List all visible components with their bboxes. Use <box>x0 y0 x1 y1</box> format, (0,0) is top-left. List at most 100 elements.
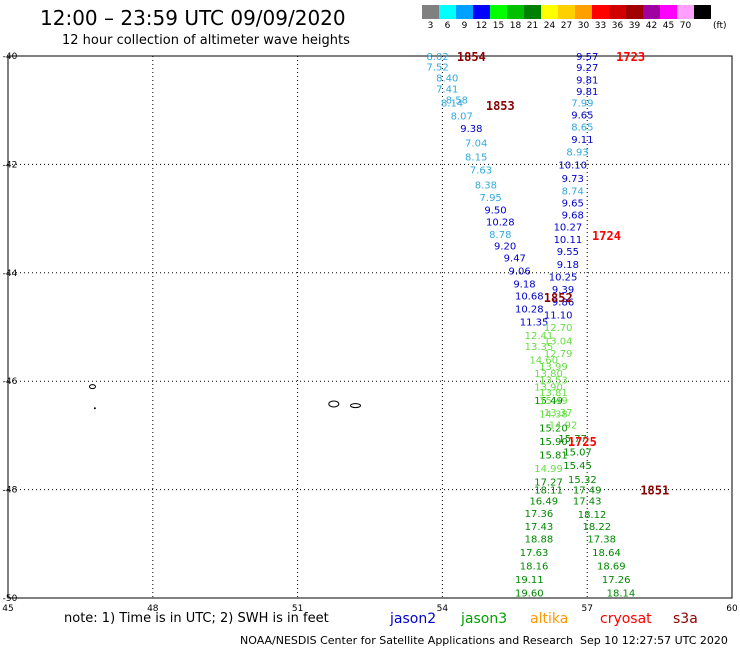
x-tick-label: 45 <box>2 604 13 614</box>
color-swatch-label: 15 <box>492 21 505 31</box>
pass-time-label: 1851 <box>640 484 669 498</box>
legend-jason3: jason3 <box>461 611 508 627</box>
wave-height-label: 12.79 <box>544 349 573 360</box>
wave-height-label: 7.95 <box>480 193 502 204</box>
color-swatch-label: 6 <box>444 21 451 31</box>
wave-height-label: 9.81 <box>576 75 598 86</box>
wave-height-label: 8.02 <box>426 52 448 63</box>
color-swatch: 18 <box>507 5 524 31</box>
wave-height-label: 17.63 <box>520 548 549 559</box>
wave-height-label: 9.06 <box>508 267 530 278</box>
plot-frame <box>7 55 733 599</box>
wave-height-label: 13.53 <box>539 376 568 387</box>
wave-height-label: 9.18 <box>557 260 579 271</box>
wave-height-label: 17.27 <box>534 477 563 488</box>
color-swatch: 12 <box>473 5 490 31</box>
wave-height-label: 17.43 <box>525 522 554 533</box>
color-swatch-label: 36 <box>611 21 624 31</box>
x-tick-label: 57 <box>581 604 592 614</box>
color-swatch: 30 <box>575 5 592 31</box>
x-tick-label: 54 <box>437 604 449 614</box>
wave-height-label: 18.16 <box>520 561 549 572</box>
wave-height-label: 18.11 <box>534 486 563 497</box>
legend-s3a: s3a <box>673 611 698 627</box>
wave-height-label: 18.88 <box>525 534 554 545</box>
wave-height-label: 13.90 <box>534 383 563 394</box>
color-swatch: 45 <box>660 5 677 31</box>
color-swatch: 27 <box>558 5 575 31</box>
color-swatch-label: 39 <box>628 21 641 31</box>
wave-height-label: 13.80 <box>534 369 563 380</box>
color-swatch-label: 24 <box>543 21 556 31</box>
pass-time-label: 1725 <box>568 435 597 449</box>
wave-height-label: 10.27 <box>554 223 583 234</box>
wave-height-label: 12.70 <box>544 323 573 334</box>
page-subtitle: 12 hour collection of altimeter wave hei… <box>62 33 350 48</box>
wave-height-label: 9.55 <box>557 247 579 258</box>
wave-height-label: 10.68 <box>515 292 544 303</box>
island-outline <box>328 400 340 408</box>
page-title: 12:00 – 23:59 UTC 09/09/2020 <box>40 6 346 30</box>
color-swatch-label: 42 <box>645 21 658 31</box>
wave-height-label: 10.11 <box>554 235 583 246</box>
wave-height-label: 14.99 <box>534 464 563 475</box>
wave-height-label: 10.28 <box>486 217 515 228</box>
x-tick-label: 48 <box>147 604 159 614</box>
wave-height-label: 9.86 <box>552 298 574 309</box>
color-swatch: 21 <box>524 5 541 31</box>
wave-height-label: 8.38 <box>475 180 497 191</box>
x-tick-label: 51 <box>292 604 303 614</box>
wave-height-label: 16.49 <box>529 496 558 507</box>
wave-height-label: 18.14 <box>607 589 636 600</box>
wave-height-label: 13.35 <box>525 342 554 353</box>
wave-height-label: 9.73 <box>562 174 584 185</box>
wave-height-label: 8.65 <box>571 122 593 133</box>
legend-altika: altika <box>530 611 569 627</box>
legend-jason2: jason2 <box>390 611 437 627</box>
color-swatch-label: 18 <box>509 21 522 31</box>
wave-height-label: 10.10 <box>558 160 587 171</box>
pass-time-label: 1852 <box>544 291 573 305</box>
color-swatch-label: 12 <box>475 21 488 31</box>
color-swatch: 70 <box>677 5 694 31</box>
island-outline <box>93 407 96 410</box>
island-outline <box>350 403 362 409</box>
wave-height-label: 15.81 <box>539 450 568 461</box>
wave-height-label: 15.49 <box>539 396 568 407</box>
footer-credit: NOAA/NESDIS Center for Satellite Applica… <box>240 634 574 647</box>
wave-height-label: 9.47 <box>504 254 526 265</box>
wave-height-label: 13.99 <box>539 362 568 373</box>
color-swatch: 42 <box>643 5 660 31</box>
y-tick-label: -48 <box>3 486 18 496</box>
color-swatch: 39 <box>626 5 643 31</box>
wave-height-label: 14.60 <box>529 356 558 367</box>
wave-height-label: 11.10 <box>544 311 573 322</box>
color-swatch: 9 <box>456 5 473 31</box>
pass-time-label: 1724 <box>592 229 621 243</box>
color-swatch: 3 <box>422 5 439 31</box>
wave-height-label: 18.22 <box>583 522 612 533</box>
footer-note: note: 1) Time is in UTC; 2) SWH is in fe… <box>64 611 329 626</box>
y-tick-label: -40 <box>3 52 18 62</box>
wave-height-label: 15.32 <box>568 475 597 486</box>
wave-height-label: 10.25 <box>549 273 578 284</box>
y-tick-label: -44 <box>3 269 18 279</box>
wave-height-label: 13.37 <box>544 408 573 419</box>
wave-height-label: 8.78 <box>489 230 511 241</box>
wave-height-label: 9.20 <box>494 242 516 253</box>
wave-height-label: 13.81 <box>539 388 568 399</box>
wave-height-label: 15.07 <box>563 448 592 459</box>
wave-height-label: 9.65 <box>562 198 584 209</box>
footer-timestamp: Sep 10 12:27:57 UTC 2020 <box>580 634 728 647</box>
wave-height-label: 8.74 <box>562 186 584 197</box>
wave-height-label: 15.49 <box>534 396 563 407</box>
wave-height-label: 19.11 <box>515 575 544 586</box>
wave-height-label: 9.38 <box>460 124 482 135</box>
color-swatch: 33 <box>592 5 609 31</box>
wave-height-label: 9.39 <box>552 285 574 296</box>
wave-height-label: 9.57 <box>576 52 598 63</box>
wave-height-label: 17.26 <box>602 575 631 586</box>
wave-height-label: 7.99 <box>571 99 593 110</box>
wave-height-label: 15.90 <box>539 437 568 448</box>
